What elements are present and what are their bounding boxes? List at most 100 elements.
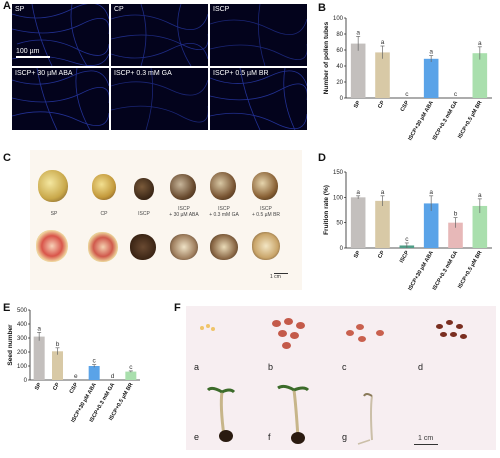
panel-label-b: B bbox=[318, 2, 326, 14]
bar bbox=[375, 52, 390, 98]
significance-letter: a bbox=[478, 192, 482, 199]
fruit-sp-section bbox=[36, 230, 68, 262]
y-tick-label: 0 bbox=[24, 378, 28, 384]
bar bbox=[375, 200, 390, 248]
fruit-br-top bbox=[252, 172, 278, 200]
micrograph-iscp: ISCP bbox=[210, 4, 307, 66]
y-tick-label: 100 bbox=[333, 195, 344, 201]
x-tick-label: SP bbox=[34, 382, 43, 392]
seeds-b bbox=[272, 318, 312, 354]
bar bbox=[472, 53, 488, 98]
scale-bar-label: 1 cm bbox=[270, 274, 281, 280]
y-tick-label: 400 bbox=[17, 322, 28, 328]
x-tick-label: CSP bbox=[69, 382, 80, 395]
significance-letter: c bbox=[405, 91, 409, 98]
seed-photo: a b c d e f g 1 cm bbox=[186, 306, 496, 450]
micrograph-ga: ISCP+ 0.3 mM GA bbox=[111, 68, 208, 130]
bar bbox=[423, 58, 439, 98]
y-tick-label: 0 bbox=[340, 96, 344, 102]
pollen-tube-texture bbox=[12, 68, 109, 130]
y-tick-label: 150 bbox=[333, 170, 344, 176]
y-tick-label: 60 bbox=[336, 48, 343, 54]
seed-letter: e bbox=[194, 432, 200, 442]
bar bbox=[472, 205, 488, 248]
scale-bar bbox=[414, 444, 438, 445]
y-tick-label: 20 bbox=[336, 80, 343, 86]
y-tick-label: 500 bbox=[17, 308, 28, 314]
y-tick-label: 50 bbox=[336, 221, 343, 227]
seedling-f bbox=[277, 384, 310, 444]
pollen-tube-texture bbox=[210, 68, 307, 130]
micrograph-sp: SP 100 µm bbox=[12, 4, 109, 66]
bar bbox=[33, 336, 45, 380]
fruit-aba-section bbox=[170, 234, 198, 260]
fruit-caption: ISCP + 0.5 µM BR bbox=[251, 206, 281, 218]
fruit-iscp-top bbox=[134, 178, 154, 200]
y-tick-label: 300 bbox=[17, 336, 28, 342]
panel-label-a: A bbox=[3, 0, 11, 12]
fruit-sp-top bbox=[38, 170, 68, 202]
significance-letter: a bbox=[381, 39, 385, 46]
y-tick-label: 80 bbox=[336, 32, 343, 38]
seedling-g bbox=[357, 393, 373, 445]
pollen-tube-texture bbox=[111, 4, 208, 66]
fruit-ga-section bbox=[210, 234, 238, 260]
y-axis-label: Fruition rate (%) bbox=[323, 185, 330, 235]
y-tick-label: 100 bbox=[17, 364, 28, 370]
seed-letter: d bbox=[418, 362, 424, 372]
micrograph-label: ISCP+ 0.5 µM BR bbox=[213, 70, 269, 77]
pollen-tube-texture bbox=[210, 4, 307, 66]
seed-letter: g bbox=[342, 432, 348, 442]
fruit-cp-section bbox=[88, 232, 118, 262]
panel-label-d: D bbox=[318, 152, 326, 164]
bar bbox=[52, 351, 63, 380]
bar bbox=[125, 371, 137, 380]
fruit-aba-top bbox=[170, 174, 196, 200]
seeds-d bbox=[432, 320, 482, 350]
significance-letter: e bbox=[74, 373, 78, 380]
x-tick-label: SP bbox=[353, 250, 362, 260]
seed-letter: b bbox=[268, 362, 274, 372]
significance-letter: a bbox=[429, 189, 433, 196]
seeds-a bbox=[200, 324, 218, 332]
x-tick-label: CP bbox=[377, 250, 386, 260]
micrograph-label: ISCP+ 0.3 mM GA bbox=[114, 70, 172, 77]
fruit-caption: ISCP + 30 µM ABA bbox=[169, 206, 199, 218]
seed-letter: a bbox=[194, 362, 200, 372]
bar bbox=[423, 203, 439, 248]
fruit-caption: ISCP bbox=[138, 211, 150, 217]
fruit-ga-top bbox=[210, 172, 236, 200]
y-tick-label: 200 bbox=[17, 350, 28, 356]
micrograph-br: ISCP+ 0.5 µM BR bbox=[210, 68, 307, 130]
scale-bar bbox=[16, 56, 50, 58]
y-tick-label: 40 bbox=[336, 64, 343, 70]
fruit-photo: SP CP ISCP ISCP + 30 µM ABA ISCP + 0.3 m… bbox=[30, 150, 302, 290]
significance-letter: a bbox=[356, 29, 360, 36]
y-axis-label: Seed number bbox=[7, 324, 14, 366]
significance-letter: d bbox=[111, 373, 115, 380]
y-tick-label: 100 bbox=[333, 16, 344, 22]
panel-label-f: F bbox=[174, 302, 181, 314]
panel-label-c: C bbox=[3, 152, 11, 164]
micrograph-label: SP bbox=[15, 6, 25, 13]
x-tick-label: ISCP bbox=[399, 250, 411, 264]
bar bbox=[448, 222, 463, 248]
micrograph-cp: CP bbox=[111, 4, 208, 66]
fruit-cp-top bbox=[92, 174, 116, 200]
significance-letter: a bbox=[381, 189, 385, 196]
significance-letter: b bbox=[56, 341, 60, 348]
bar bbox=[350, 197, 366, 248]
seed-letter: c bbox=[342, 362, 347, 372]
bar bbox=[88, 366, 100, 380]
fruit-br-section bbox=[252, 232, 280, 260]
x-tick-label: CP bbox=[377, 100, 386, 110]
seedling-e bbox=[206, 386, 236, 442]
seeds-c bbox=[346, 324, 396, 354]
significance-letter: c bbox=[93, 358, 97, 365]
micrograph-aba: ISCP+ 30 µM ABA bbox=[12, 68, 109, 130]
significance-letter: a bbox=[478, 40, 482, 47]
micrograph-label: ISCP bbox=[213, 6, 230, 13]
significance-letter: c bbox=[454, 91, 458, 98]
